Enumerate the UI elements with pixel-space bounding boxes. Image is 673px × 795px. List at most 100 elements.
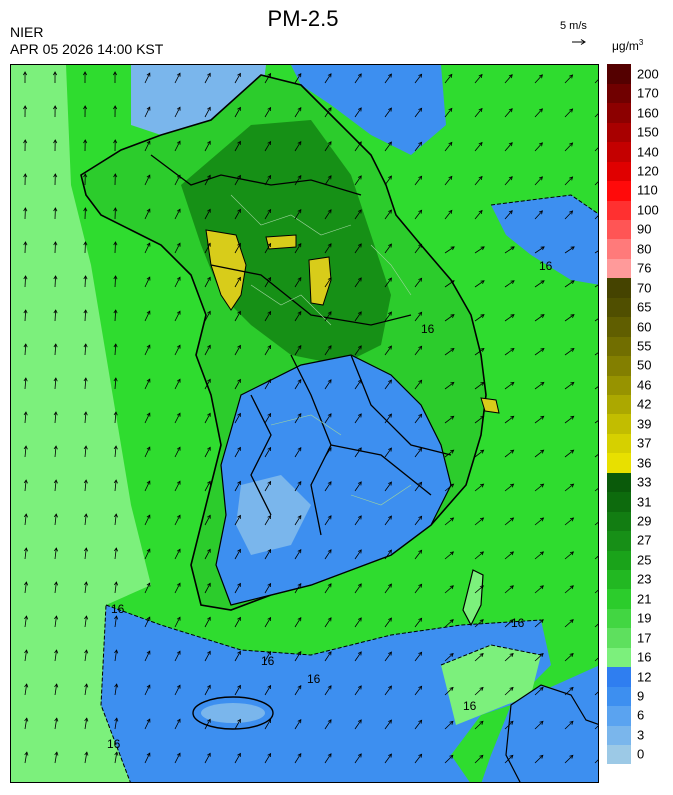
colorbar-swatch (607, 219, 631, 240)
colorbar-tick-label: 90 (637, 221, 652, 237)
wind-arrow-icon (234, 583, 241, 594)
wind-arrow-icon (144, 650, 151, 662)
colorbar-tick-label: 76 (637, 260, 652, 276)
wind-arrow-icon (474, 108, 483, 118)
wind-arrow-head-icon (176, 514, 181, 519)
wind-arrow-icon (294, 719, 302, 730)
wind-arrow-icon (24, 343, 27, 356)
wind-arrow-head-icon (570, 348, 575, 352)
wind-arrow-icon (144, 174, 151, 186)
colorbar-swatch (607, 297, 631, 318)
wind-arrow-icon (204, 379, 211, 390)
wind-arrow-icon (174, 311, 181, 322)
wind-arrow-icon (444, 280, 455, 288)
colorbar-tick-label: 21 (637, 591, 652, 607)
colorbar-swatch (607, 122, 631, 143)
wind-arrow-head-icon (479, 619, 484, 624)
wind-arrow-head-icon (327, 379, 332, 384)
wind-arrow-head-icon (23, 139, 28, 144)
colorbar-swatch (607, 102, 631, 123)
wind-arrow-head-icon (146, 582, 151, 587)
wind-arrow-head-icon (176, 446, 181, 451)
wind-arrow-head-icon (327, 719, 332, 724)
wind-arrow-icon (474, 280, 485, 288)
wind-arrow-icon (594, 555, 598, 560)
wind-arrow-icon (264, 277, 271, 288)
wind-arrow-icon (564, 653, 574, 662)
wind-arrow-icon (84, 718, 88, 730)
wind-arrow-icon (564, 483, 574, 492)
wind-arrow-icon (234, 73, 241, 84)
wind-arrow-icon (114, 480, 117, 492)
wind-arrow-icon (54, 684, 58, 696)
wind-arrow-icon (264, 345, 271, 356)
wind-arrow-icon (474, 687, 484, 696)
wind-arrow-icon (534, 754, 544, 764)
wind-arrow-icon (294, 753, 302, 764)
wind-arrow-icon (474, 721, 484, 730)
wind-arrow-icon (294, 651, 302, 662)
wind-arrow-head-icon (357, 311, 362, 316)
colorbar-swatch (607, 491, 631, 512)
wind-arrow-head-icon (237, 174, 241, 179)
wind-arrow-head-icon (207, 514, 211, 519)
wind-arrow-icon (54, 343, 57, 356)
wind-arrow-head-icon (83, 139, 88, 144)
wind-arrow-icon (234, 141, 241, 152)
wind-arrow-icon (594, 454, 598, 458)
wind-arrow-head-icon (297, 718, 302, 724)
wind-arrow-head-icon (267, 106, 272, 112)
wind-arrow-head-icon (83, 377, 88, 382)
wind-arrow-icon (414, 685, 422, 696)
wind-arrow-icon (24, 241, 26, 254)
wind-arrow-head-icon (267, 378, 272, 384)
wind-arrow-head-icon (357, 141, 362, 146)
wind-arrow-icon (294, 345, 302, 356)
wind-arrow-head-icon (23, 411, 28, 416)
wind-arrow-icon (264, 719, 271, 730)
wind-arrow-head-icon (23, 479, 28, 484)
wind-arrow-icon (204, 651, 211, 662)
wind-arrow-icon (534, 619, 544, 628)
wind-arrow-head-icon (83, 275, 88, 280)
wind-arrow-icon (564, 687, 574, 696)
wind-arrow-head-icon (479, 585, 484, 590)
wind-arrow-head-icon (237, 752, 241, 757)
wind-arrow-head-icon (207, 752, 211, 757)
wind-arrow-icon (204, 175, 211, 186)
colorbar-tick-label: 70 (637, 280, 652, 296)
wind-arrow-head-icon (23, 445, 28, 450)
wind-arrow-head-icon (327, 481, 332, 486)
wind-arrow-icon (84, 684, 88, 696)
wind-arrow-head-icon (357, 107, 362, 112)
wind-arrow-head-icon (569, 517, 575, 522)
wind-arrow-head-icon (146, 174, 151, 179)
wind-arrow-icon (444, 721, 454, 730)
wind-arrow-icon (174, 107, 181, 118)
wind-arrow-icon (384, 753, 392, 764)
wind-arrow-icon (84, 548, 87, 560)
wind-arrow-icon (444, 74, 453, 84)
wind-arrow-head-icon (176, 480, 181, 485)
wind-arrow-head-icon (113, 343, 118, 348)
colorbar-swatch (607, 725, 631, 746)
wind-arrow-head-icon (23, 275, 28, 280)
wind-arrow-icon (204, 515, 211, 526)
wind-arrow-head-icon (113, 207, 118, 212)
wind-arrow-icon (54, 650, 57, 662)
wind-arrow-head-icon (113, 241, 118, 246)
colorbar-swatch (607, 316, 631, 337)
wind-arrow-icon (114, 378, 117, 390)
wind-arrow-icon (534, 653, 544, 662)
wind-arrow-icon (414, 515, 422, 526)
wind-arrow-head-icon (510, 314, 515, 318)
wind-arrow-icon (264, 379, 271, 390)
wind-arrow-head-icon (539, 585, 544, 590)
wind-arrow-head-icon (478, 175, 483, 181)
wind-arrow-head-icon (237, 480, 241, 485)
wind-arrow-icon (174, 175, 181, 186)
wind-arrow-head-icon (53, 105, 58, 110)
wind-arrow-head-icon (176, 174, 181, 179)
wind-arrow-head-icon (53, 377, 58, 382)
wind-arrow-head-icon (388, 141, 392, 146)
